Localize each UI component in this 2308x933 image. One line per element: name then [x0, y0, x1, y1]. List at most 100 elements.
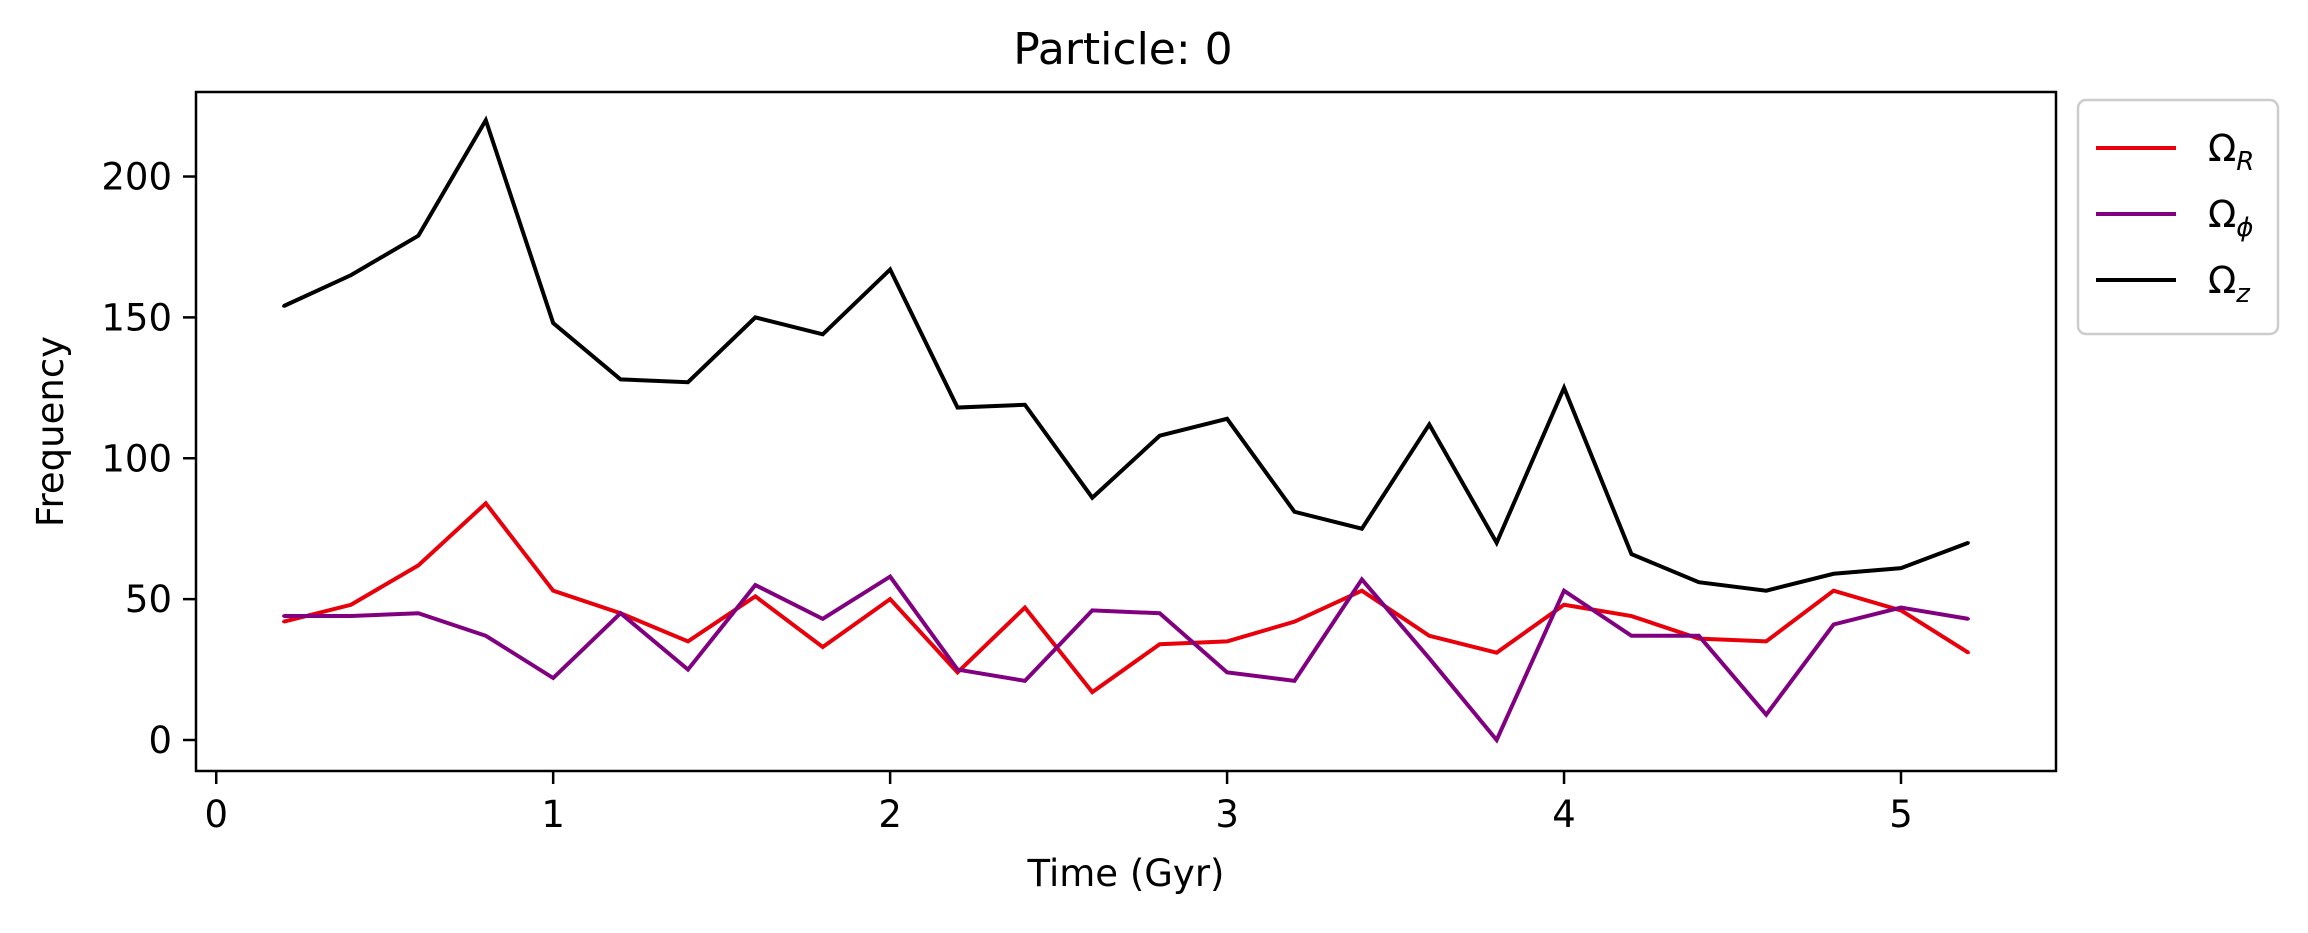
data-point	[349, 603, 353, 607]
data-point	[1427, 422, 1431, 426]
data-point	[1899, 566, 1903, 570]
data-point	[1225, 670, 1229, 674]
data-point	[1764, 639, 1768, 643]
data-point	[1764, 713, 1768, 717]
data-point	[484, 118, 488, 122]
data-point	[282, 620, 286, 624]
legend-item: Ωz	[2096, 259, 2251, 309]
data-point	[686, 668, 690, 672]
series-3	[282, 115, 1970, 593]
data-point	[619, 377, 623, 381]
y-tick-label: 100	[101, 437, 172, 480]
data-point	[888, 597, 892, 601]
chart-title: Particle: 0	[1013, 24, 1232, 75]
data-point	[1966, 541, 1970, 545]
plot-frame	[194, 90, 2058, 773]
data-point	[1697, 634, 1701, 638]
data-point	[1158, 642, 1162, 646]
data-point	[282, 304, 286, 308]
legend-item: Ωϕ	[2096, 193, 2253, 243]
data-point	[1090, 496, 1094, 500]
data-point	[1427, 634, 1431, 638]
data-point	[1697, 580, 1701, 584]
data-point	[484, 634, 488, 638]
data-point	[1158, 434, 1162, 438]
data-point	[1225, 639, 1229, 643]
y-tick-label: 150	[101, 296, 172, 339]
data-point	[888, 267, 892, 271]
data-point	[956, 668, 960, 672]
data-point	[1225, 417, 1229, 421]
legend-label: Ωz	[2208, 259, 2251, 309]
data-point	[1090, 690, 1094, 694]
data-point	[1562, 386, 1566, 390]
data-point	[416, 563, 420, 567]
data-point	[551, 676, 555, 680]
data-point	[282, 614, 286, 618]
data-point	[753, 594, 757, 598]
y-tick-label: 200	[101, 156, 172, 199]
x-tick-label: 0	[204, 793, 228, 836]
data-point	[1360, 577, 1364, 581]
data-point	[416, 611, 420, 615]
data-point	[484, 501, 488, 505]
data-point	[1360, 589, 1364, 593]
data-point	[1495, 541, 1499, 545]
legend-box	[2076, 98, 2280, 336]
legend-label: ΩR	[2208, 127, 2254, 177]
data-point	[1764, 589, 1768, 593]
y-tick-label: 0	[148, 719, 172, 762]
data-point	[1832, 622, 1836, 626]
data-point	[956, 406, 960, 410]
data-point	[1427, 656, 1431, 660]
y-tick-label: 50	[125, 578, 172, 621]
data-point	[686, 380, 690, 384]
data-point	[1899, 606, 1903, 610]
series-line	[283, 500, 1970, 695]
data-point	[1495, 738, 1499, 742]
x-axis-title: Time (Gyr)	[1027, 852, 1225, 895]
data-point	[619, 611, 623, 615]
x-tick-label: 5	[1889, 793, 1913, 836]
data-point	[821, 645, 825, 649]
data-point	[551, 321, 555, 325]
legend-item: ΩR	[2096, 127, 2254, 177]
data-point	[1966, 651, 1970, 655]
data-point	[1360, 527, 1364, 531]
data-point	[416, 234, 420, 238]
data-point	[1832, 572, 1836, 576]
data-point	[1292, 679, 1296, 683]
data-point	[1023, 679, 1027, 683]
data-point	[1966, 617, 1970, 621]
data-point	[1292, 510, 1296, 514]
series-line	[282, 115, 1970, 593]
x-tick-label: 2	[878, 793, 902, 836]
x-tick-label: 4	[1552, 793, 1576, 836]
data-point	[1562, 603, 1566, 607]
data-point	[753, 315, 757, 319]
x-tick-label: 3	[1215, 793, 1239, 836]
data-point	[1562, 589, 1566, 593]
data-point	[1832, 589, 1836, 593]
data-point	[821, 617, 825, 621]
data-point	[349, 273, 353, 277]
data-point	[551, 589, 555, 593]
data-point	[1629, 614, 1633, 618]
data-point	[1090, 608, 1094, 612]
legend-label: Ωϕ	[2208, 193, 2253, 243]
plot-area	[282, 115, 1970, 744]
x-tick-label: 1	[541, 793, 565, 836]
data-point	[1023, 403, 1027, 407]
legend: ΩR Ωϕ Ωz	[2076, 98, 2280, 336]
y-axis-title: Frequency	[29, 336, 72, 527]
data-point	[1158, 611, 1162, 615]
data-point	[1023, 606, 1027, 610]
data-point	[821, 332, 825, 336]
data-point	[753, 583, 757, 587]
data-point	[1629, 552, 1633, 556]
data-point	[349, 614, 353, 618]
series-2	[282, 573, 1970, 744]
